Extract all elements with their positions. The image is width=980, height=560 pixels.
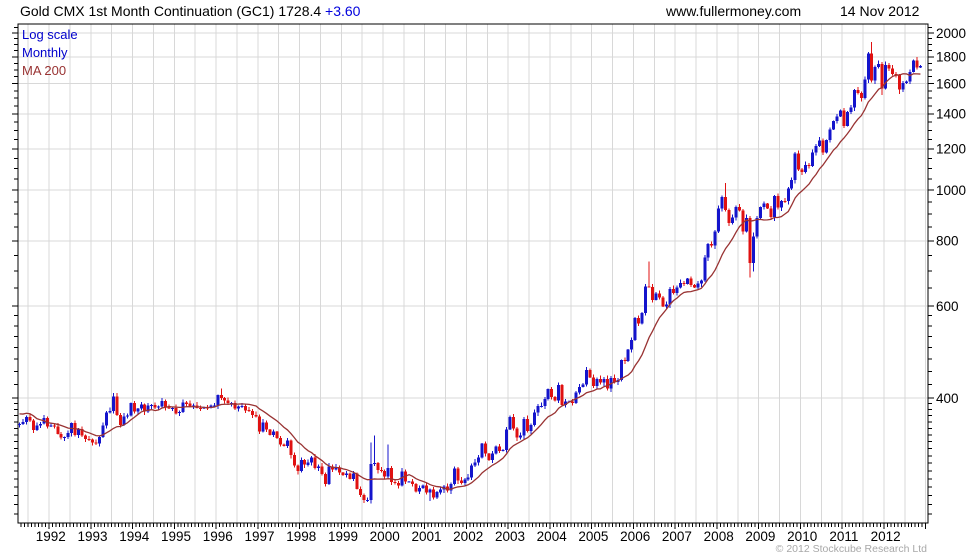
svg-text:1400: 1400 <box>936 107 966 122</box>
plot-border <box>17 23 929 524</box>
svg-text:2011: 2011 <box>829 529 858 544</box>
svg-text:800: 800 <box>936 234 959 249</box>
chart-title: Gold CMX 1st Month Continuation (GC1) 17… <box>20 3 360 19</box>
svg-text:1800: 1800 <box>936 50 966 65</box>
y-axis-labels: 2000 1800 1600 1400 1200 1000 800 600 400 <box>936 26 966 406</box>
svg-text:1992: 1992 <box>36 529 66 544</box>
svg-text:2005: 2005 <box>578 529 608 544</box>
svg-text:1999: 1999 <box>328 529 358 544</box>
legend-ma: MA 200 <box>22 63 67 78</box>
svg-text:1600: 1600 <box>936 76 966 91</box>
svg-text:2006: 2006 <box>620 529 650 544</box>
svg-text:2000: 2000 <box>936 26 966 41</box>
chart-legend: Log scale Monthly MA 200 <box>22 26 78 80</box>
chart-date: 14 Nov 2012 <box>840 3 920 19</box>
svg-text:600: 600 <box>936 299 959 314</box>
svg-text:1996: 1996 <box>203 529 233 544</box>
svg-text:1994: 1994 <box>119 529 150 544</box>
svg-text:1200: 1200 <box>936 142 966 157</box>
svg-text:2000: 2000 <box>370 529 400 544</box>
svg-text:2003: 2003 <box>495 529 525 544</box>
svg-text:1993: 1993 <box>77 529 107 544</box>
svg-text:1997: 1997 <box>244 529 274 544</box>
svg-text:2007: 2007 <box>662 529 692 544</box>
svg-text:2001: 2001 <box>411 529 441 544</box>
svg-text:2008: 2008 <box>704 529 734 544</box>
x-axis-labels: 1992 1993 1994 1995 1996 1997 1998 1999 2000 2001… <box>36 529 901 544</box>
legend-interval: Monthly <box>22 45 68 60</box>
svg-text:2004: 2004 <box>537 529 568 544</box>
ma-line <box>19 73 921 490</box>
price-change: +3.60 <box>325 3 361 19</box>
legend-scale: Log scale <box>22 27 78 42</box>
axis-ticks <box>12 26 934 529</box>
chart-title-text: Gold CMX 1st Month Continuation (GC1) 17… <box>20 3 322 19</box>
svg-text:2002: 2002 <box>453 529 483 544</box>
copyright-notice: © 2012 Stockcube Research Ltd <box>775 543 927 555</box>
svg-text:1998: 1998 <box>286 529 316 544</box>
svg-text:1995: 1995 <box>161 529 191 544</box>
svg-text:2010: 2010 <box>787 529 817 544</box>
svg-text:2009: 2009 <box>745 529 775 544</box>
svg-text:2012: 2012 <box>871 529 901 544</box>
h-gridlines <box>18 32 928 399</box>
v-gridlines <box>27 24 927 523</box>
svg-text:1000: 1000 <box>936 183 966 198</box>
svg-text:400: 400 <box>936 391 959 406</box>
website-label[interactable]: www.fullermoney.com <box>666 3 802 19</box>
